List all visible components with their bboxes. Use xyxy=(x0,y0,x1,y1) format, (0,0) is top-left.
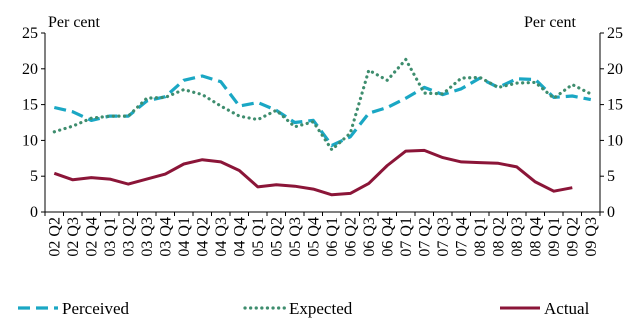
x-tick-label: 05 Q4 xyxy=(305,217,322,257)
y-axis-ticks: 0 0 5 5 10 10 15 15 20 20 25 25 xyxy=(22,25,623,221)
x-tick-label: 02 Q3 xyxy=(65,217,82,257)
y-tick-label-right: 10 xyxy=(607,132,623,149)
x-tick-label: 09 Q3 xyxy=(583,217,600,257)
x-tick-label: 03 Q1 xyxy=(102,217,119,257)
x-tick-label: 06 Q2 xyxy=(342,217,359,257)
y-tick-label-right: 25 xyxy=(607,25,623,42)
x-tick-label: 06 Q3 xyxy=(361,217,378,257)
x-tick-label: 07 Q1 xyxy=(398,217,415,257)
y-tick-label-left: 10 xyxy=(22,132,38,149)
legend: Perceived Expected Actual xyxy=(18,299,590,318)
x-tick-label: 08 Q4 xyxy=(527,217,544,257)
left-axis-unit-label: Per cent xyxy=(48,14,101,31)
y-tick-label-left: 15 xyxy=(22,97,38,114)
x-tick-label: 04 Q1 xyxy=(176,217,193,257)
series-layer xyxy=(52,57,593,197)
legend-label-expected: Expected xyxy=(289,299,353,318)
x-tick-label: 03 Q3 xyxy=(139,217,156,257)
right-axis-unit-label: Per cent xyxy=(524,14,577,31)
x-tick-label: 07 Q3 xyxy=(435,217,452,257)
x-tick-label: 07 Q4 xyxy=(453,217,470,257)
y-tick-label-left: 0 xyxy=(30,204,38,221)
y-tick-label-left: 20 xyxy=(22,61,38,78)
x-tick-label: 05 Q2 xyxy=(268,217,285,257)
y-tick-label-right: 20 xyxy=(607,61,623,78)
legend-label-actual: Actual xyxy=(544,299,590,318)
x-tick-label: 09 Q2 xyxy=(564,217,581,257)
x-axis-ticks: 02 Q2 02 Q3 02 Q4 03 Q1 03 Q2 03 Q3 03 Q4 04 Q1… xyxy=(44,212,601,257)
x-tick-label: 04 Q3 xyxy=(213,217,230,257)
x-tick-label: 04 Q4 xyxy=(231,217,248,257)
y-tick-label-left: 25 xyxy=(22,25,38,42)
y-tick-label-right: 15 xyxy=(607,97,623,114)
x-tick-label: 06 Q4 xyxy=(379,217,396,257)
x-tick-label: 08 Q1 xyxy=(472,217,489,257)
x-tick-label: 08 Q2 xyxy=(490,217,507,257)
y-tick-label-left: 5 xyxy=(30,168,38,185)
series-line-expected xyxy=(52,57,593,152)
x-tick-label: 07 Q2 xyxy=(416,217,433,257)
x-tick-label: 08 Q3 xyxy=(509,217,526,257)
y-tick-label-right: 5 xyxy=(607,168,615,185)
x-tick-label: 02 Q4 xyxy=(83,217,100,257)
y-tick-label-right: 0 xyxy=(607,204,615,221)
x-tick-label: 03 Q2 xyxy=(120,217,137,257)
series-line-actual xyxy=(53,148,573,197)
x-tick-label: 03 Q4 xyxy=(157,217,174,257)
x-tick-label: 05 Q1 xyxy=(250,217,267,257)
x-tick-label: 09 Q1 xyxy=(546,217,563,257)
legend-label-perceived: Perceived xyxy=(62,299,130,318)
x-tick-label: 05 Q3 xyxy=(287,217,304,257)
x-tick-label: 06 Q1 xyxy=(324,217,341,257)
x-tick-label: 04 Q2 xyxy=(194,217,211,257)
x-tick-label: 02 Q2 xyxy=(46,217,63,257)
series-line-perceived xyxy=(53,74,592,147)
